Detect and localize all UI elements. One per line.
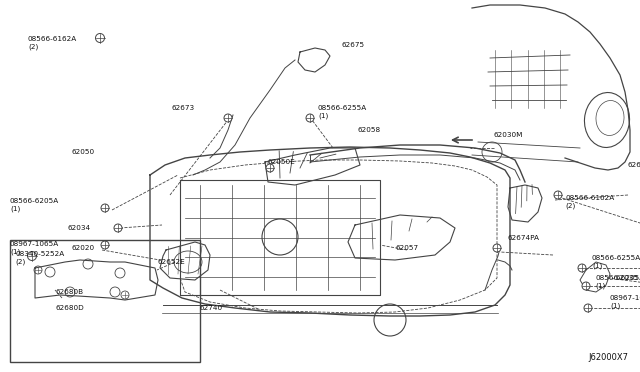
Text: 62058: 62058 [358, 127, 381, 133]
Circle shape [584, 304, 592, 312]
Circle shape [224, 114, 232, 122]
Text: 62030M: 62030M [494, 132, 524, 138]
Bar [10, 240, 200, 362]
Text: 62680B: 62680B [55, 289, 83, 295]
Text: 62057: 62057 [395, 245, 418, 251]
Text: 62050: 62050 [72, 149, 95, 155]
Circle shape [114, 224, 122, 232]
Text: 62675: 62675 [342, 42, 365, 48]
Text: 08566-6255A
(1): 08566-6255A (1) [318, 105, 367, 119]
Text: J62000X7: J62000X7 [588, 353, 628, 362]
Circle shape [582, 282, 590, 290]
Circle shape [493, 244, 501, 252]
Text: 08566-6162A
(2): 08566-6162A (2) [565, 195, 614, 209]
Circle shape [101, 241, 109, 249]
Text: 62034: 62034 [68, 225, 91, 231]
Text: 62652E: 62652E [158, 259, 186, 265]
Circle shape [266, 164, 274, 172]
Text: 08566-6162A
(2): 08566-6162A (2) [28, 36, 77, 50]
Text: 62673: 62673 [172, 105, 195, 111]
Text: 62035: 62035 [615, 275, 638, 281]
Text: 62740: 62740 [200, 305, 223, 311]
Text: 62674PA: 62674PA [508, 235, 540, 241]
Text: 62674P: 62674P [628, 162, 640, 168]
Text: 62020: 62020 [72, 245, 95, 251]
Text: 62680D: 62680D [55, 305, 84, 311]
Circle shape [101, 204, 109, 212]
Text: 08566-6205A
(1): 08566-6205A (1) [595, 275, 640, 289]
Circle shape [95, 33, 104, 42]
Text: 08967-1065A
(1): 08967-1065A (1) [10, 241, 60, 255]
Text: 62050E: 62050E [268, 159, 296, 165]
Circle shape [554, 191, 562, 199]
Circle shape [28, 251, 36, 260]
Circle shape [578, 264, 586, 272]
Text: 08566-6255A
(1): 08566-6255A (1) [592, 255, 640, 269]
Text: 08340-5252A
(2): 08340-5252A (2) [15, 251, 64, 265]
Text: 08566-6205A
(1): 08566-6205A (1) [10, 198, 60, 212]
Text: 08967-1065A
(1): 08967-1065A (1) [610, 295, 640, 309]
Circle shape [306, 114, 314, 122]
